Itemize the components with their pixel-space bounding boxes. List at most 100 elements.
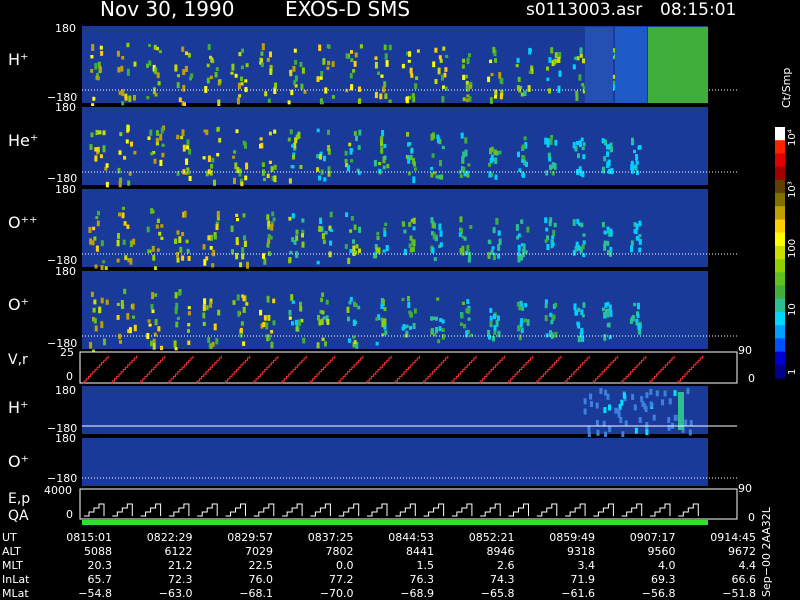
spectrogram-cell — [178, 97, 182, 102]
spectrogram-cell — [177, 292, 181, 296]
spectrogram-cell — [174, 64, 178, 72]
spectrogram-cell — [155, 224, 159, 229]
spectrogram-cell — [595, 419, 599, 426]
spectrogram-cell — [493, 331, 497, 335]
spectrogram-cell — [316, 76, 320, 82]
spectrogram-cell — [132, 315, 135, 319]
spectrogram-cell — [273, 87, 277, 94]
spectrogram-cell — [289, 72, 293, 77]
footer-inlat-value: 76.3 — [409, 573, 435, 586]
spectrogram-cell — [496, 315, 500, 321]
spectrogram-cell — [546, 77, 550, 81]
spectrogram-cell — [303, 89, 307, 94]
vr-sweep — [423, 355, 449, 384]
spectrogram-cell — [442, 85, 445, 89]
spectrogram-cell — [273, 164, 277, 170]
spectrogram-cell — [548, 220, 552, 227]
spectrogram-cell — [491, 246, 495, 250]
spectrogram-cell — [289, 69, 293, 74]
footer-mlt-value: 2.6 — [497, 559, 515, 572]
panel-label-h-plus-b: H⁺ — [8, 398, 29, 417]
spectrogram-cell — [212, 249, 216, 257]
spectrogram-cell — [374, 244, 378, 250]
colorbar-swatch — [775, 219, 785, 234]
spectrogram-cell — [414, 83, 418, 90]
spectrogram-cell — [352, 319, 356, 326]
spectrogram-cell — [293, 142, 297, 149]
spectrogram-cell — [649, 401, 653, 408]
spectrogram-cell — [213, 323, 217, 331]
vr-sweep — [649, 355, 675, 384]
spectrogram-cell — [186, 167, 190, 171]
ep-sweep — [140, 503, 162, 517]
spectrogram-cell — [412, 246, 415, 252]
spectrogram-cell — [492, 254, 496, 261]
spectrogram-cell — [550, 320, 554, 325]
spectrogram-cell — [105, 163, 109, 168]
spectrogram-cell — [606, 314, 610, 318]
spectrogram-cell — [606, 301, 610, 307]
spectrogram-cell — [603, 312, 607, 316]
spectrogram-cell — [606, 393, 610, 400]
spectrogram-cell — [517, 325, 521, 332]
spectrogram-cell — [649, 388, 653, 395]
spectrogram-cell — [558, 70, 562, 77]
spectrogram-cell — [202, 321, 206, 326]
colorbar-swatch — [775, 285, 785, 300]
spectrogram-cell — [209, 343, 213, 349]
vr-sweep — [592, 355, 619, 384]
spectrogram-cell — [211, 341, 215, 347]
spectrogram-cell — [521, 306, 525, 311]
colorbar-swatch — [775, 166, 785, 181]
spectrogram-cell — [489, 315, 493, 321]
footer-alt-value: 5088 — [84, 545, 112, 558]
spectrogram-cell — [489, 97, 493, 104]
footer-alt-value: 9672 — [728, 545, 756, 558]
spectrogram-cell — [645, 422, 649, 428]
spectrogram-cell — [316, 260, 320, 265]
spectrogram-cell — [318, 225, 322, 232]
spectrogram-cell — [440, 174, 444, 180]
ep-sweep — [565, 503, 586, 517]
footer-alt-value: 8946 — [486, 545, 515, 558]
footer-row-label-mlt: MLT — [2, 559, 23, 572]
spectrogram-cell — [381, 333, 385, 337]
spectrogram-cell — [516, 85, 520, 90]
spectrogram-cell — [545, 170, 549, 176]
spectrogram-cell — [327, 166, 331, 171]
ep-sweep — [678, 503, 699, 517]
spectrogram-cell — [577, 153, 580, 159]
spectrogram-cell — [211, 59, 215, 64]
spectrogram-cell — [267, 251, 271, 256]
spectrogram-cell — [384, 53, 388, 60]
panel-vr-right-bottom: 0 — [748, 372, 755, 385]
spectrogram-cell — [582, 240, 586, 245]
spectrogram-cell — [410, 238, 414, 246]
spectrogram-cell — [241, 294, 245, 298]
spectrogram-cell — [91, 240, 95, 246]
spectrogram-cell — [292, 65, 296, 72]
spectrogram-cell — [350, 50, 353, 54]
spectrogram-cell — [126, 42, 130, 48]
spectrogram-cell — [624, 420, 628, 427]
spectrogram-cell — [235, 253, 239, 260]
footer-mlt-value: 0.0 — [336, 559, 354, 572]
spectrogram-cell — [349, 229, 353, 233]
footer-mlt-value: 21.2 — [168, 559, 193, 572]
spectrogram-cell — [93, 236, 97, 241]
panel-vr-bottom: 0 — [66, 370, 73, 383]
vr-sweep — [309, 355, 336, 384]
spectrogram-cell — [433, 333, 437, 337]
vr-sweep — [564, 355, 590, 384]
spectrogram-cell — [638, 234, 642, 238]
spectrogram-cell — [401, 326, 405, 331]
spectrogram-cell — [158, 50, 162, 54]
spectrogram-cell — [320, 71, 324, 76]
spectrogram-cell — [293, 240, 297, 245]
spectrogram-cell — [462, 58, 466, 63]
spectrogram-cell — [185, 51, 188, 56]
spectrogram-cell — [603, 334, 607, 341]
spectrogram-cell — [156, 72, 160, 79]
spectrogram-cell — [516, 235, 520, 240]
spectrogram-cell — [240, 181, 244, 187]
